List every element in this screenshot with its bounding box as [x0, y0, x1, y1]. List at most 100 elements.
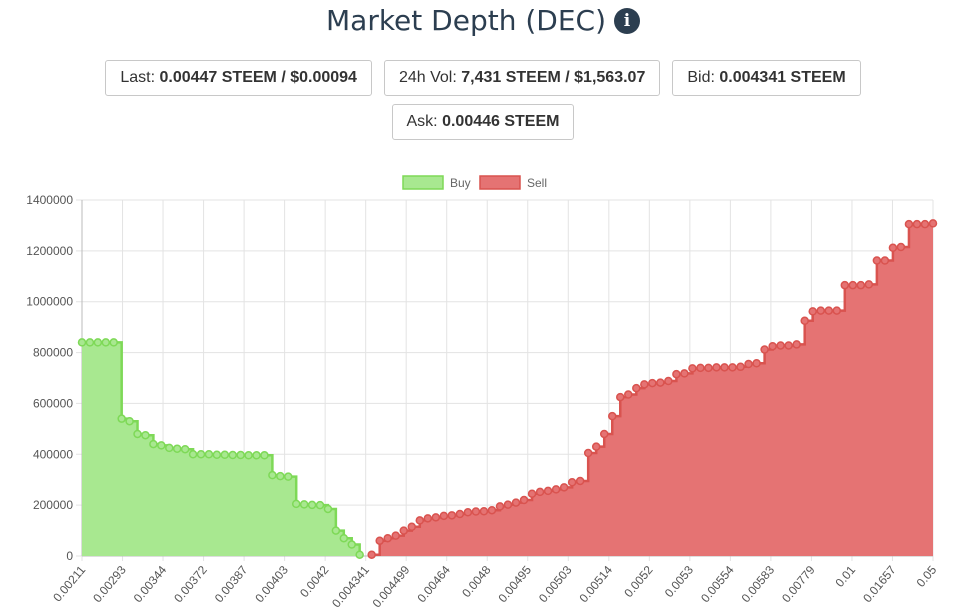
x-tick-label: 0.00387 — [212, 563, 251, 605]
buy-series-point — [315, 500, 325, 510]
sell-series-point — [407, 522, 417, 532]
x-tick-label: 0.00372 — [171, 563, 210, 605]
legend-swatch-buy — [402, 175, 444, 190]
buy-series-point — [244, 451, 253, 460]
x-tick-label: 0.00403 — [252, 563, 291, 605]
info-icon[interactable]: i — [614, 7, 640, 34]
sell-series-point — [664, 376, 673, 386]
x-tick-label: 0.00554 — [698, 563, 737, 605]
buy-series-point — [323, 504, 333, 514]
sell-series-point — [904, 219, 914, 229]
buy-series-point — [77, 338, 87, 347]
x-tick-label: 0.00293 — [90, 563, 129, 605]
y-tick-label: 1200000 — [26, 244, 73, 258]
x-tick-label: 0.01 — [833, 563, 859, 590]
volume-box: 24h Vol: 7,431 STEEM / $1,563.07 — [383, 60, 661, 96]
sell-series-point — [840, 280, 850, 290]
sell-series-point — [912, 219, 922, 229]
depth-chart: Buy Sell 0 200000 400000 600000 800000 1000000 1… — [26, 175, 940, 611]
sell-series-point — [503, 500, 513, 509]
buy-series-point — [299, 500, 309, 509]
sell-series-point — [816, 306, 825, 315]
buy-series-point — [268, 470, 277, 480]
bid-label: Bid: — [687, 69, 715, 86]
bid-box: Bid: 0.004341 STEEM — [672, 60, 861, 96]
y-tick-label: 800000 — [33, 346, 73, 360]
buy-series-point — [196, 450, 206, 459]
x-tick-label: 0.0048 — [459, 563, 494, 600]
buy-series-point — [188, 450, 198, 459]
buy-series-point — [101, 338, 111, 347]
sell-series-point — [848, 280, 858, 290]
sell-series-point — [559, 483, 569, 492]
x-tick-label: 0.00211 — [50, 563, 88, 605]
sell-series-point — [455, 509, 465, 519]
sell-series-point — [832, 306, 842, 315]
sell-series-point — [792, 340, 801, 349]
sell-series-point — [632, 383, 641, 393]
volume-label: 24h Vol: — [398, 69, 457, 86]
last-label: Last: — [120, 69, 156, 86]
buy-series-point — [331, 526, 341, 535]
sell-series-point — [471, 507, 481, 516]
y-tick-label: 0 — [66, 549, 73, 563]
buy-series-point — [228, 450, 237, 460]
y-tick-label: 1000000 — [26, 295, 73, 309]
buy-series-point — [339, 533, 349, 543]
sell-series-point — [463, 508, 473, 517]
buy-series-point — [149, 439, 158, 449]
buy-series-area — [82, 342, 360, 556]
page-title: Market Depth (DEC) — [326, 4, 606, 37]
buy-series-point — [109, 338, 118, 347]
sell-series-point — [712, 363, 721, 372]
sell-series-point — [672, 369, 681, 379]
x-tick-label: 0.004341 — [329, 563, 372, 611]
buy-series-point — [291, 499, 301, 509]
sell-series-point — [776, 341, 785, 350]
sell-series-point — [575, 476, 585, 486]
sell-series-point — [624, 390, 633, 399]
sell-series-point — [656, 378, 665, 387]
sell-series-point — [423, 514, 433, 523]
buy-series-point — [307, 500, 317, 510]
last-price-box: Last: 0.00447 STEEM / $0.00094 — [105, 60, 372, 96]
sell-series-point — [760, 345, 769, 354]
buy-series-point — [355, 550, 364, 559]
sell-series-point — [535, 487, 545, 497]
x-tick-label: 0.05 — [914, 563, 940, 590]
sell-series-point — [487, 505, 497, 515]
buy-series-point — [220, 450, 230, 460]
sell-series-point — [696, 363, 705, 373]
sell-series-point — [920, 219, 930, 229]
sell-series-point — [599, 429, 609, 439]
sell-series-point — [744, 359, 753, 369]
sell-series-point — [607, 411, 617, 421]
sell-series-point — [567, 478, 577, 487]
buy-series-point — [172, 444, 182, 453]
x-tick-label: 0.0042 — [297, 563, 332, 600]
x-tick-label: 0.00503 — [536, 563, 575, 605]
sell-series-point — [616, 392, 625, 402]
buy-series-point — [212, 450, 222, 460]
sell-series-point — [824, 306, 834, 315]
buy-series-point — [260, 451, 269, 460]
sell-series-point — [375, 536, 384, 545]
sell-series-point — [591, 442, 601, 451]
buy-series-point — [157, 441, 166, 450]
ask-label: Ask: — [406, 113, 438, 130]
sell-series-point — [383, 533, 392, 543]
buy-series-point — [252, 451, 261, 460]
buy-series-point — [204, 450, 214, 459]
buy-series-point — [347, 540, 356, 549]
sell-series-point — [864, 280, 874, 289]
sell-series-point — [880, 256, 890, 265]
sell-series-point — [367, 550, 376, 559]
sell-series-point — [415, 516, 425, 525]
sell-series-point — [551, 485, 561, 494]
buy-series-point — [117, 414, 126, 423]
sell-series-area — [371, 223, 934, 556]
sell-series-point — [704, 363, 713, 373]
x-tick-label: 0.00344 — [131, 563, 170, 605]
x-tick-label: 0.00464 — [414, 563, 453, 605]
sell-series-point — [543, 486, 553, 496]
